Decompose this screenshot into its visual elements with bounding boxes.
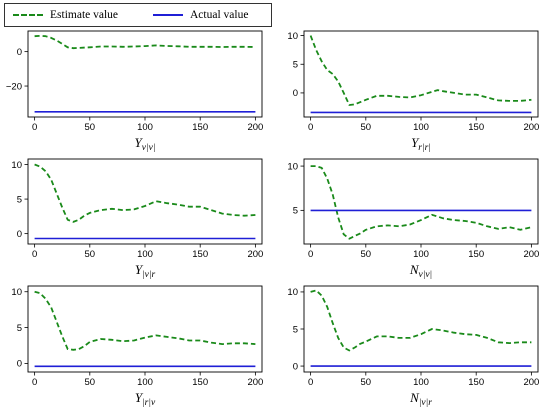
plot-frame-1 xyxy=(27,30,263,118)
x-tick-label: 150 xyxy=(468,377,484,388)
x-axis-label-main: N xyxy=(409,262,420,277)
subplot-1: 0 50 100 150 200 0 −20 Yv|v| xyxy=(6,30,263,153)
y-tick-label: 10 xyxy=(11,160,22,171)
x-axis-label-main: N xyxy=(409,390,420,405)
y-tick-label: 0 xyxy=(17,47,22,58)
x-axis-label-main: Y xyxy=(411,135,420,150)
x-axis-label-5: Y|r|v xyxy=(135,390,156,407)
x-tick-label: 150 xyxy=(468,249,484,260)
y-tick-label: −20 xyxy=(6,81,22,92)
plot-frame-6 xyxy=(303,285,539,373)
x-tick-label: 150 xyxy=(192,122,208,133)
x-axis-label-subscript: |v|r xyxy=(142,270,155,280)
x-tick-label: 200 xyxy=(523,122,539,133)
plot-frame-5 xyxy=(27,285,263,373)
legend: Estimate value Actual value xyxy=(4,3,272,27)
x-axis-label-subscript: |r|v xyxy=(142,398,156,407)
x-tick-label: 50 xyxy=(85,377,96,388)
estimate-line-3 xyxy=(34,163,256,223)
estimate-line-4 xyxy=(310,165,532,240)
x-tick-label: 0 xyxy=(308,122,313,133)
x-tick-label: 0 xyxy=(308,377,313,388)
x-tick-label: 50 xyxy=(361,377,372,388)
y-tick-label: 0 xyxy=(17,359,22,370)
estimate-line-1 xyxy=(34,34,256,50)
x-tick-label: 100 xyxy=(137,377,153,388)
x-tick-label: 0 xyxy=(32,249,37,260)
x-tick-label: 50 xyxy=(361,122,372,133)
x-axis-label-subscript: v|v| xyxy=(419,270,433,280)
x-tick-label: 200 xyxy=(523,249,539,260)
x-tick-label: 150 xyxy=(468,122,484,133)
x-tick-label: 0 xyxy=(308,249,313,260)
x-tick-label: 100 xyxy=(413,377,429,388)
x-tick-label: 50 xyxy=(85,249,96,260)
x-tick-label: 200 xyxy=(247,122,263,133)
y-tick-label: 0 xyxy=(293,361,298,372)
x-axis-label-main: Y xyxy=(135,135,144,150)
x-axis-label-3: Y|v|r xyxy=(135,262,156,280)
y-tick-label: 5 xyxy=(17,323,22,334)
plot-frame-4 xyxy=(303,158,539,245)
x-tick-label: 150 xyxy=(192,249,208,260)
estimate-line-6 xyxy=(310,289,532,352)
plot-frame-2 xyxy=(303,30,539,118)
x-axis-label-subscript: v|v| xyxy=(142,143,156,153)
x-tick-label: 50 xyxy=(85,122,96,133)
legend-swatch-actual xyxy=(153,14,183,16)
x-axis-label-6: N|v|r xyxy=(409,390,432,407)
x-axis-label-subscript: r|r| xyxy=(418,143,431,153)
x-axis-label-main: Y xyxy=(135,262,144,277)
y-tick-label: 10 xyxy=(287,161,298,172)
x-tick-label: 100 xyxy=(413,122,429,133)
x-tick-label: 50 xyxy=(361,249,372,260)
x-axis-label-subscript: |v|r xyxy=(419,398,432,407)
y-tick-label: 5 xyxy=(293,60,298,71)
y-tick-label: 0 xyxy=(293,88,298,99)
plot-frame-3 xyxy=(27,158,263,245)
legend-label-estimate: Estimate value xyxy=(50,9,119,21)
subplot-4: 0 50 100 150 200 10 5 Nv|v| xyxy=(287,158,539,280)
y-tick-label: 5 xyxy=(293,206,298,217)
x-tick-label: 100 xyxy=(413,249,429,260)
x-tick-label: 200 xyxy=(523,377,539,388)
y-tick-label: 0 xyxy=(17,229,22,240)
y-tick-label: 10 xyxy=(287,287,298,298)
y-tick-label: 5 xyxy=(293,324,298,335)
legend-swatch-estimate xyxy=(13,14,43,16)
x-tick-label: 0 xyxy=(32,122,37,133)
y-tick-label: 5 xyxy=(17,194,22,205)
legend-item-estimate: Estimate value xyxy=(13,4,118,26)
x-tick-label: 200 xyxy=(247,249,263,260)
x-axis-label-4: Nv|v| xyxy=(409,262,432,280)
y-tick-label: 10 xyxy=(287,31,298,42)
estimate-line-5 xyxy=(34,290,256,351)
x-axis-label-1: Yv|v| xyxy=(135,135,156,153)
x-tick-label: 150 xyxy=(192,377,208,388)
estimate-line-2 xyxy=(309,35,532,106)
x-tick-label: 0 xyxy=(32,377,37,388)
x-tick-label: 200 xyxy=(247,377,263,388)
x-tick-label: 100 xyxy=(137,249,153,260)
x-axis-label-2: Yr|r| xyxy=(411,135,431,153)
y-tick-label: 10 xyxy=(11,287,22,298)
x-tick-label: 100 xyxy=(137,122,153,133)
x-axis-label-main: Y xyxy=(135,390,144,405)
legend-item-actual: Actual value xyxy=(153,4,248,26)
legend-label-actual: Actual value xyxy=(190,9,249,21)
